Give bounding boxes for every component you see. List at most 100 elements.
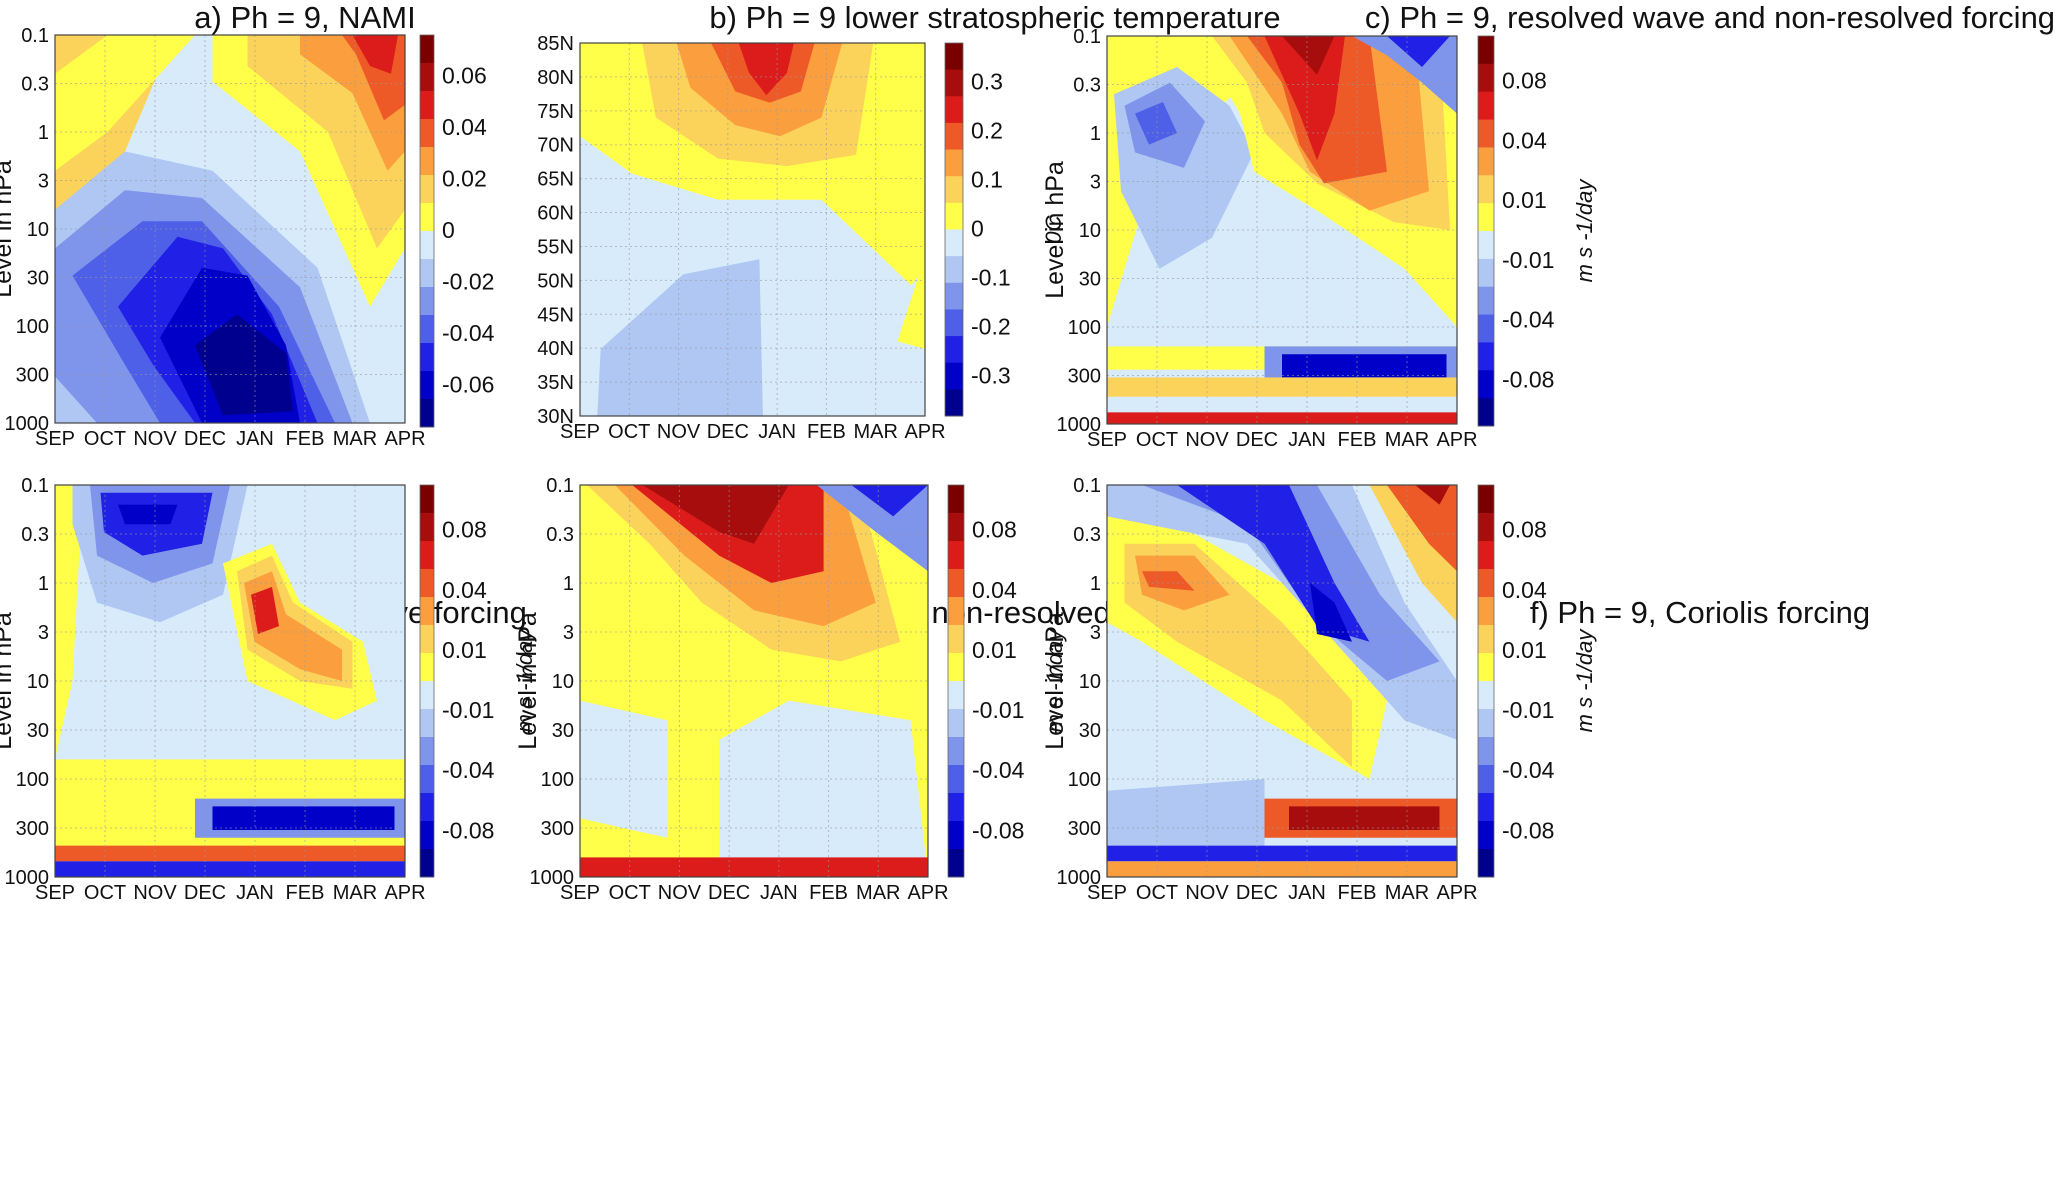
colorbar-segment — [420, 175, 434, 204]
colorbar-segment — [948, 849, 964, 878]
colorbar-label: 0.1 — [971, 166, 1003, 192]
colorbar-segment — [1478, 119, 1494, 148]
x-tick-label: APR — [907, 882, 948, 904]
colorbar-segment — [945, 176, 963, 204]
y-tick-label: 40N — [537, 338, 574, 360]
colorbar-segment — [420, 35, 434, 64]
y-tick-label: 0.1 — [1073, 26, 1101, 48]
band-red-1000 — [580, 857, 928, 877]
contour-0.3 — [738, 43, 794, 96]
y-tick-label: 0.3 — [1073, 524, 1101, 546]
x-tick-label: NOV — [1185, 882, 1229, 904]
colorbar-label: -0.04 — [442, 320, 495, 346]
colorbar-segment — [1478, 541, 1494, 570]
x-tick-label: FEB — [286, 428, 325, 450]
colorbar-segment — [1478, 765, 1494, 794]
y-tick-label: 1 — [563, 573, 574, 595]
contour-0.06 — [1264, 36, 1345, 161]
x-tick-label: JAN — [1288, 429, 1326, 451]
x-tick-label: MAR — [333, 428, 377, 450]
colorbar-label: -0.3 — [971, 363, 1011, 389]
y-tick-label: 100 — [1068, 317, 1101, 339]
y-axis-title: Level in hPa — [1041, 612, 1069, 750]
colorbar-frame — [944, 42, 964, 417]
colorbar-label: -0.04 — [1502, 757, 1555, 783]
colorbar-label: -0.01 — [1502, 247, 1554, 273]
x-tick-label: SEP — [35, 882, 75, 904]
colorbar-segment — [420, 849, 434, 878]
plot-frame — [1106, 35, 1458, 425]
colorbar-label: -0.08 — [972, 817, 1024, 843]
colorbar-segment — [945, 149, 963, 177]
colorbar-segment — [1478, 597, 1494, 626]
colorbar-segment — [945, 202, 963, 230]
colorbar-segment — [948, 765, 964, 794]
panel-e-plot: SEP OCT NOV DEC JAN FEB MAR APR 0.1 0.3 1 3 10 30 100 3… — [514, 475, 1067, 904]
x-tick-label: MAR — [1385, 882, 1429, 904]
contour-neg-0.04 — [1135, 102, 1177, 145]
band-blue-700 — [1107, 396, 1457, 413]
colorbar-unit: m s -1/day — [1572, 178, 1597, 283]
colorbar-segment — [420, 147, 434, 176]
y-tick-label: 30 — [27, 720, 49, 742]
y-tick-label: 100 — [16, 316, 49, 338]
colorbar-segment — [945, 96, 963, 124]
panel-b-temperature: b) Ph = 9 lower stratospheric temperatur… — [537, 0, 1380, 590]
colorbar-segment — [1478, 203, 1494, 232]
contour-0.08 — [1282, 36, 1335, 75]
colorbar-segment — [945, 282, 963, 310]
x-tick-label: SEP — [560, 421, 600, 443]
colorbar-segment — [945, 389, 963, 417]
colorbar-frame — [419, 34, 435, 428]
band-orange-500 — [1107, 377, 1457, 397]
colorbar-segment — [948, 625, 964, 654]
colorbar-segment — [420, 765, 434, 794]
y-tick-label: 10 — [27, 219, 49, 241]
colorbar-label: 0.04 — [1502, 577, 1547, 603]
y-tick-label: 300 — [16, 818, 49, 840]
x-tick-label: JAN — [236, 428, 274, 450]
colorbar-segment — [420, 793, 434, 822]
colorbar-segment — [948, 793, 964, 822]
x-tick-label: JAN — [760, 882, 798, 904]
colorbar-label: 0.08 — [442, 517, 487, 543]
x-tick-label: NOV — [1185, 429, 1229, 451]
colorbar-segment — [1478, 286, 1494, 316]
y-tick-label: 75N — [537, 101, 574, 123]
contour-0.08 — [642, 485, 789, 544]
x-tick-label: FEB — [286, 882, 325, 904]
y-tick-label: 3 — [38, 171, 49, 193]
colorbar-segment — [1478, 342, 1494, 371]
colorbar-label: -0.08 — [442, 817, 494, 843]
contour-neg-0.06 — [195, 314, 293, 416]
colorbar-label: 0.2 — [971, 117, 1003, 143]
colorbar-segment — [420, 63, 434, 92]
colorbar-segment — [1478, 175, 1494, 204]
panel-f-coriolis: f) Ph = 9, Coriolis forcing SEP OCT NOV DEC… — [1041, 475, 2070, 1185]
plot-frame — [579, 42, 926, 417]
colorbar-label: -0.2 — [971, 314, 1011, 340]
y-tick-label: 50N — [537, 270, 574, 292]
contour-neg-0.06 — [1310, 583, 1352, 642]
panel-f-title: f) Ph = 9, Coriolis forcing — [1529, 595, 1871, 630]
x-tick-label: FEB — [1338, 882, 1377, 904]
contour-right-yellow — [897, 255, 925, 349]
colorbar-label: 0.08 — [1502, 68, 1547, 94]
colorbar-unit: m s -1/day — [512, 628, 537, 733]
band-blue-1000 — [55, 861, 405, 877]
x-tick-label: APR — [1436, 429, 1477, 451]
colorbar-segment — [420, 541, 434, 570]
colorbar-segment — [1478, 653, 1494, 682]
panel-c-total-forcing: c) Ph = 9, resolved wave and non-resolve… — [1041, 0, 2070, 590]
panel-c-title: c) Ph = 9, resolved wave and non-resolve… — [1364, 0, 2056, 35]
colorbar-segment — [948, 569, 964, 598]
colorbar-segment — [420, 513, 434, 542]
colorbar-label: 0.01 — [972, 637, 1017, 663]
colorbar-label: 0.08 — [972, 517, 1017, 543]
colorbar-label: 0.04 — [442, 577, 487, 603]
x-tick-label: OCT — [84, 428, 126, 450]
contour-neg-0.06 — [118, 504, 178, 525]
y-tick-label: 0.1 — [21, 475, 49, 497]
colorbar-label: 0 — [442, 217, 455, 243]
colorbar-frame — [1477, 484, 1495, 878]
